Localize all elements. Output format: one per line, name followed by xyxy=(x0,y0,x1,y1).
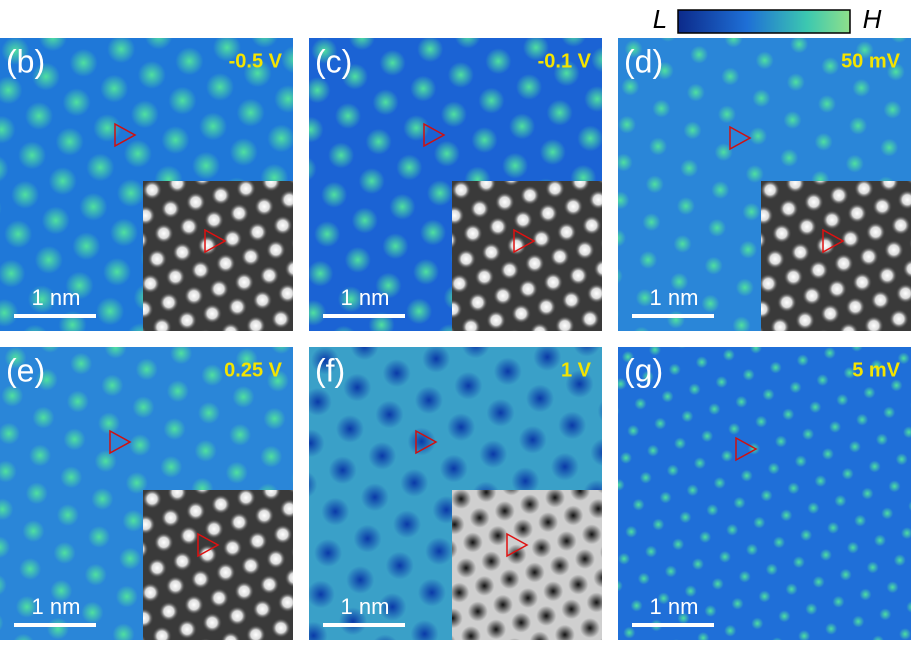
marker-triangle xyxy=(114,122,137,148)
bias-label: 0.25 V xyxy=(224,359,282,381)
inset-triangle xyxy=(513,228,536,254)
scale-bar-label: 1 nm xyxy=(32,285,81,310)
scale-bar-label: 1 nm xyxy=(341,594,390,619)
scale-bar xyxy=(14,623,96,627)
inset xyxy=(143,490,293,640)
inset-image xyxy=(143,490,293,640)
stm-panel: (f) 1 V 1 nm xyxy=(309,347,602,640)
scale-bar-label: 1 nm xyxy=(341,285,390,310)
inset-triangle xyxy=(197,532,220,558)
stm-panel: (c) -0.1 V 1 nm xyxy=(309,38,602,331)
bias-label: -0.5 V xyxy=(229,50,283,72)
panel-label: (e) xyxy=(6,352,45,388)
marker-triangle xyxy=(109,429,132,455)
panel-label: (f) xyxy=(315,352,345,388)
bias-label: 50 mV xyxy=(841,50,901,72)
inset-image xyxy=(452,181,602,331)
scale-bar-label: 1 nm xyxy=(32,594,81,619)
colorbar-low: L xyxy=(653,4,667,34)
inset-image xyxy=(761,181,911,331)
panel-label: (g) xyxy=(624,352,663,388)
panel-label: (b) xyxy=(6,43,45,79)
scale-bar-label: 1 nm xyxy=(650,285,699,310)
stm-panel: (b) -0.5 V 1 nm xyxy=(0,38,293,331)
stm-panel: (d) 50 mV 1 nm xyxy=(618,38,911,331)
inset-triangle xyxy=(822,228,845,254)
bias-label: 1 V xyxy=(561,359,592,381)
stm-panel: (g) 5 mV 1 nm xyxy=(618,347,911,640)
inset xyxy=(143,181,293,331)
bias-label: 5 mV xyxy=(852,359,900,381)
panel-label: (c) xyxy=(315,43,352,79)
colorbar-high: H xyxy=(863,4,882,34)
inset xyxy=(452,490,602,640)
marker-triangle xyxy=(735,436,758,462)
inset-image xyxy=(143,181,293,331)
stm-image xyxy=(618,347,911,640)
stm-panel: (e) 0.25 V 1 nm xyxy=(0,347,293,640)
scale-bar xyxy=(14,314,96,318)
scale-bar xyxy=(632,623,714,627)
panel-label: (d) xyxy=(624,43,663,79)
scale-bar xyxy=(323,623,405,627)
bias-label: -0.1 V xyxy=(538,50,592,72)
inset-triangle xyxy=(204,228,227,254)
inset xyxy=(452,181,602,331)
scale-bar xyxy=(323,314,405,318)
colorbar xyxy=(677,9,851,34)
scale-bar-label: 1 nm xyxy=(650,594,699,619)
marker-triangle xyxy=(415,429,438,455)
scale-bar xyxy=(632,314,714,318)
inset-image xyxy=(452,490,602,640)
marker-triangle xyxy=(423,122,446,148)
inset xyxy=(761,181,911,331)
inset-triangle xyxy=(506,532,529,558)
marker-triangle xyxy=(729,125,752,151)
